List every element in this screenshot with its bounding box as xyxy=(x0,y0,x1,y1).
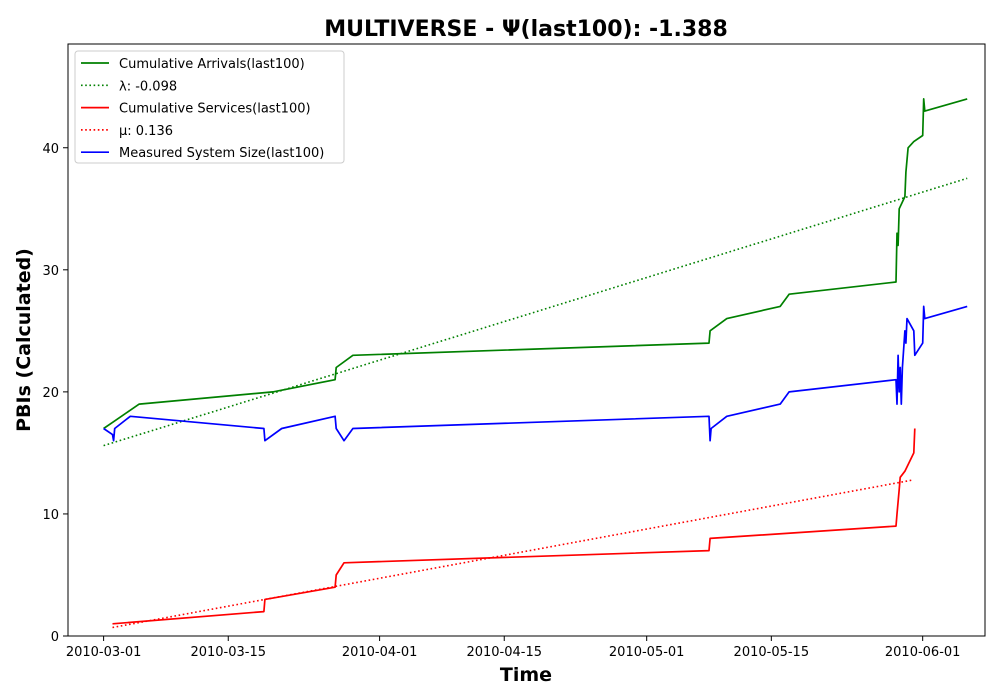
legend-box xyxy=(74,50,345,164)
legend: Cumulative Arrivals(last100) λ: -0.098 Cum… xyxy=(74,50,345,164)
x-tick-label: 2010-04-01 xyxy=(342,645,418,660)
x-axis: 2010-03-01 2010-03-15 2010-04-01 2010-04-15… xyxy=(66,636,961,660)
y-tick-label: 20 xyxy=(42,386,59,401)
chart-title: MULTIVERSE - Ψ(last100): -1.388 xyxy=(324,17,728,42)
series-line-3 xyxy=(112,479,914,629)
x-tick-label: 2010-06-01 xyxy=(885,645,961,660)
series-line-1 xyxy=(103,177,968,447)
legend-label: μ: 0.136 xyxy=(119,124,173,139)
legend-label: λ: -0.098 xyxy=(119,79,177,94)
plot-frame xyxy=(67,43,986,637)
x-axis-label: Time xyxy=(500,664,552,686)
y-axis-label: PBIs (Calculated) xyxy=(13,248,35,432)
legend-label: Cumulative Arrivals(last100) xyxy=(119,57,305,72)
x-tick-label: 2010-05-15 xyxy=(734,645,810,660)
x-tick-label: 2010-03-15 xyxy=(190,645,266,660)
y-tick-label: 0 xyxy=(51,630,59,645)
x-tick-label: 2010-05-01 xyxy=(609,645,685,660)
series-layer xyxy=(103,98,968,629)
x-tick-label: 2010-03-01 xyxy=(66,645,142,660)
legend-label: Cumulative Services(last100) xyxy=(119,102,311,117)
y-tick-label: 40 xyxy=(42,142,59,157)
y-axis: 0 10 20 30 40 xyxy=(42,142,68,645)
series-line-0 xyxy=(103,98,968,430)
x-tick-label: 2010-04-15 xyxy=(466,645,542,660)
y-tick-label: 30 xyxy=(42,264,59,279)
y-tick-label: 10 xyxy=(42,508,59,523)
legend-label: Measured System Size(last100) xyxy=(119,146,324,161)
series-line-4 xyxy=(103,305,968,442)
